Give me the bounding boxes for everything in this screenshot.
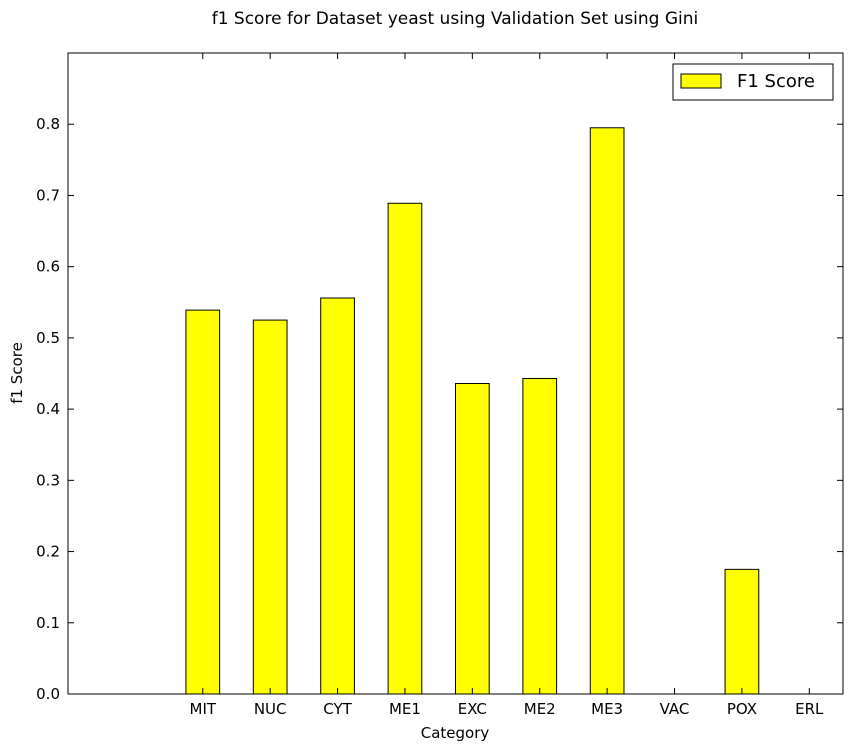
y-tick-label: 0.8 (36, 115, 60, 133)
bar-me1 (387, 202, 423, 695)
x-tick-labels: MIT NUC CYT ME1 EXC ME2 ME3 VAC POX ERL (190, 700, 825, 718)
x-tick-label: ME3 (591, 700, 623, 718)
x-tick-label: EXC (458, 700, 487, 718)
legend: F1 Score (672, 63, 834, 101)
legend-label: F1 Score (737, 71, 815, 92)
y-tick-label: 0.5 (36, 329, 60, 347)
x-tick-label: ME2 (524, 700, 556, 718)
x-tick-label: NUC (254, 700, 287, 718)
y-tick-label: 0.1 (36, 614, 60, 632)
y-axis-label: f1 Score (8, 342, 26, 404)
y-tick-label: 0.7 (36, 186, 60, 204)
bar-nuc (252, 319, 288, 695)
y-tick-label: 0.2 (36, 543, 60, 561)
bars-group (185, 127, 760, 695)
ticks-group (68, 53, 843, 695)
x-tick-label: VAC (660, 700, 690, 718)
bar-mit (185, 309, 221, 695)
x-axis-label: Category (421, 724, 490, 742)
bar-pox (724, 568, 760, 695)
x-tick-label: POX (727, 700, 757, 718)
x-tick-label: ME1 (389, 700, 421, 718)
y-tick-labels: 0.0 0.1 0.2 0.3 0.4 0.5 0.6 0.7 0.8 (36, 115, 60, 703)
legend-swatch (680, 73, 722, 89)
x-tick-label: MIT (190, 700, 217, 718)
x-tick-label: CYT (323, 700, 352, 718)
y-tick-label: 0.4 (36, 400, 60, 418)
bar-me2 (522, 377, 558, 695)
bar-exc (455, 382, 490, 695)
y-tick-label: 0.0 (36, 685, 60, 703)
y-tick-label: 0.6 (36, 258, 60, 276)
bar-me3 (589, 127, 625, 695)
bar-cyt (320, 297, 355, 695)
y-tick-label: 0.3 (36, 471, 60, 489)
chart-title: f1 Score for Dataset yeast using Validat… (212, 9, 699, 29)
x-tick-label: ERL (795, 700, 824, 718)
